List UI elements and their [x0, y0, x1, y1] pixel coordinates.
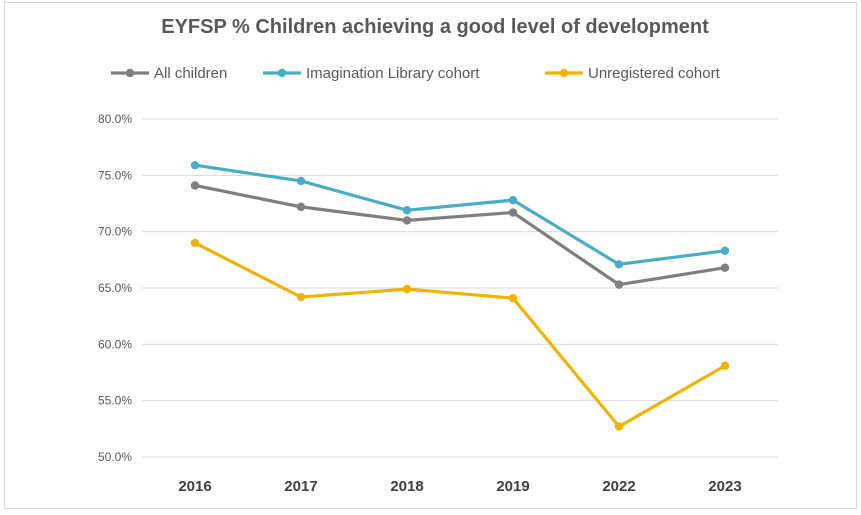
data-point-imagination-library-cohort	[296, 176, 306, 186]
x-tick-label: 2023	[708, 478, 741, 495]
legend-label-imagination-library-cohort: Imagination Library cohort	[306, 65, 480, 82]
y-tick-label: 65.0%	[98, 281, 132, 295]
data-point-unregistered-cohort	[720, 361, 730, 370]
data-point-all-children	[508, 208, 518, 217]
data-point-all-children	[614, 280, 624, 289]
x-tick-label: 2022	[602, 478, 635, 495]
x-tick-label: 2018	[390, 478, 423, 495]
data-point-imagination-library-cohort	[720, 246, 730, 256]
data-point-imagination-library-cohort	[614, 260, 624, 269]
line-chart: EYFSP % Children achieving a good level …	[98, 16, 778, 495]
y-tick-label: 55.0%	[98, 394, 132, 408]
legend: All children Imagination Library cohort Un…	[111, 65, 721, 82]
data-point-unregistered-cohort	[508, 293, 518, 303]
data-point-unregistered-cohort	[190, 238, 200, 248]
x-axis: 2016 2017 2018 2019 2022 2023	[178, 478, 741, 495]
series-line-all-children	[193, 183, 727, 287]
y-tick-label: 80.0%	[98, 112, 132, 126]
data-point-all-children	[190, 181, 200, 190]
y-tick-label: 60.0%	[98, 337, 132, 351]
y-tick-label: 75.0%	[98, 168, 132, 182]
data-point-all-children	[402, 216, 412, 225]
legend-label-unregistered-cohort: Unregistered cohort	[588, 65, 721, 82]
series-line-imagination-library-cohort	[193, 163, 727, 266]
data-point-unregistered-cohort	[402, 284, 412, 294]
data-point-unregistered-cohort	[614, 422, 624, 431]
series-line-unregistered-cohort	[193, 241, 727, 429]
gridlines	[142, 118, 778, 458]
chart-frame: EYFSP % Children achieving a good level …	[4, 2, 857, 509]
y-axis: 50.0% 55.0% 60.0% 65.0% 70.0% 75.0% 80.0%	[98, 112, 132, 464]
series-group	[190, 160, 730, 431]
legend-marker-unregistered-cohort	[559, 68, 569, 78]
x-tick-label: 2019	[496, 478, 529, 495]
data-point-all-children	[296, 202, 306, 212]
x-tick-label: 2016	[178, 478, 211, 495]
y-tick-label: 70.0%	[98, 225, 132, 239]
legend-marker-all-children	[125, 68, 135, 78]
data-point-unregistered-cohort	[296, 292, 306, 302]
data-point-all-children	[720, 263, 730, 272]
data-point-imagination-library-cohort	[402, 206, 412, 215]
legend-label-all-children: All children	[154, 65, 227, 82]
data-point-imagination-library-cohort	[508, 195, 518, 205]
y-tick-label: 50.0%	[98, 450, 132, 464]
data-point-imagination-library-cohort	[190, 160, 200, 170]
chart-title: EYFSP % Children achieving a good level …	[161, 16, 709, 38]
legend-marker-imagination-library-cohort	[277, 68, 287, 78]
x-tick-label: 2017	[284, 478, 317, 495]
